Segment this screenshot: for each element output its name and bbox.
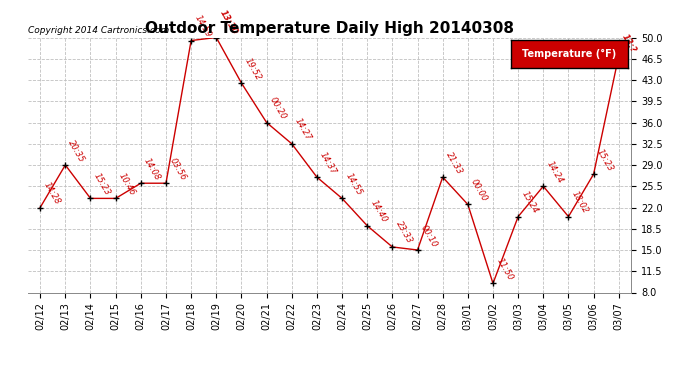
Text: 15:23: 15:23 [595, 147, 615, 173]
Text: 14:28: 14:28 [41, 180, 61, 206]
Title: Outdoor Temperature Daily High 20140308: Outdoor Temperature Daily High 20140308 [145, 21, 514, 36]
Text: 13:?: 13:? [620, 33, 638, 54]
Text: 15:24: 15:24 [520, 190, 540, 215]
Text: 11:50: 11:50 [494, 256, 514, 282]
Text: 20:35: 20:35 [67, 138, 87, 164]
Text: 21:33: 21:33 [444, 150, 464, 176]
Text: 00:10: 00:10 [419, 223, 439, 249]
Text: 00:20: 00:20 [268, 96, 288, 121]
Text: 23:33: 23:33 [394, 220, 414, 246]
Text: Copyright 2014 Cartronics.com: Copyright 2014 Cartronics.com [28, 26, 169, 35]
Text: 18:02: 18:02 [570, 190, 590, 215]
Text: 19:52: 19:52 [243, 56, 263, 82]
Text: 15:23: 15:23 [92, 171, 112, 197]
Text: 00:00: 00:00 [469, 177, 489, 203]
Text: 14:27: 14:27 [293, 117, 313, 142]
Text: 14:40: 14:40 [368, 199, 388, 224]
Text: 13:30: 13:30 [217, 8, 239, 36]
Text: 14:08: 14:08 [142, 156, 162, 182]
Text: 14:55: 14:55 [344, 171, 364, 197]
Text: 03:56: 03:56 [168, 156, 187, 182]
Text: 14:24: 14:24 [544, 159, 564, 185]
Text: 10:46: 10:46 [117, 171, 137, 197]
Text: 14:59: 14:59 [193, 13, 213, 39]
Text: 14:37: 14:37 [318, 150, 338, 176]
